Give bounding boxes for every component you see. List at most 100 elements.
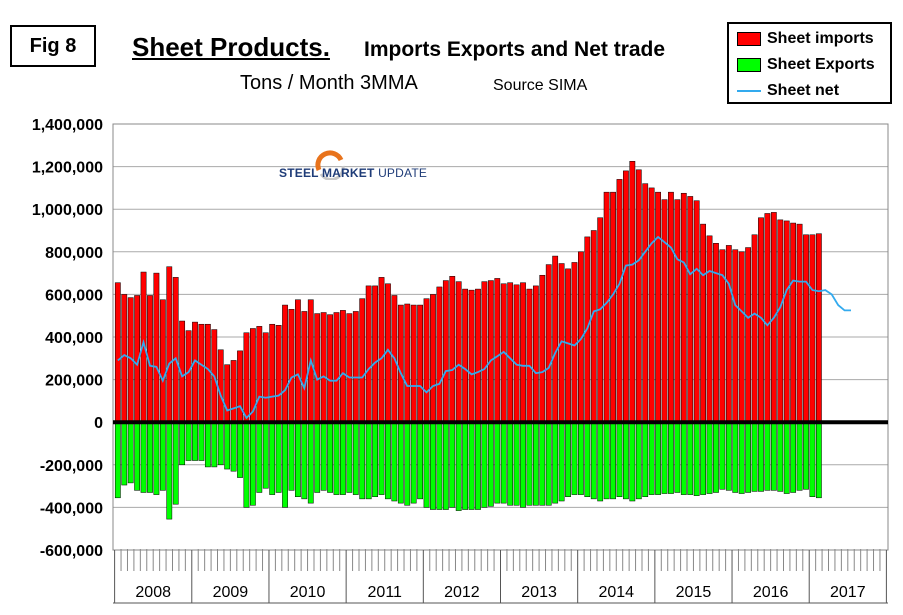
import-bar [809,234,816,423]
import-bar [725,245,732,423]
export-bar [758,421,764,492]
import-bar [243,332,250,423]
import-bar [269,323,276,423]
steel-market-update-logo: STEEL MARKET UPDATE [275,150,435,195]
export-bar [372,421,378,498]
import-bar [365,285,372,423]
import-bar [282,304,288,423]
import-bar [597,217,604,423]
export-bar [269,421,276,495]
y-tick-label: 1,000,000 [32,202,103,219]
export-bar [159,421,166,491]
import-bar [732,249,739,423]
import-bar [430,294,436,423]
import-bar [661,199,668,423]
export-bar [725,421,732,491]
import-bar [552,255,559,423]
y-tick-label: 400,000 [45,330,103,347]
import-bar [494,278,501,423]
chart-subtitle: Tons / Month 3MMA [240,72,418,94]
export-bar [655,421,661,495]
import-bar [777,219,784,423]
logo-text-bold: STEEL MARKET [279,166,375,180]
export-bar [642,421,649,498]
import-bar [571,262,578,423]
import-bar [803,234,809,423]
import-bar [340,310,346,423]
export-bar [256,421,263,493]
export-bar [603,421,610,500]
import-bar [275,325,282,423]
x-year-label: 2016 [753,584,789,601]
export-bar [597,421,604,502]
export-bar [668,421,674,494]
export-bar [809,421,816,498]
import-bar [635,169,642,423]
export-bar [520,421,526,508]
export-bar [693,421,700,496]
import-bar [513,284,520,423]
export-bar [301,421,308,500]
export-bar [494,421,501,504]
export-bar [134,421,141,491]
import-bar [185,330,192,423]
export-bar [249,421,256,506]
x-year-label: 2009 [213,584,249,601]
chart-source: Source SIMA [493,77,588,94]
legend-label-exports: Sheet Exports [767,56,875,73]
export-bar [365,421,372,500]
x-year-label: 2008 [135,584,171,601]
export-bar [462,421,469,510]
import-bar [172,277,179,423]
import-bar [751,234,758,423]
legend-item-imports: Sheet imports [737,30,874,48]
export-bar [410,421,417,504]
import-bar [487,280,494,423]
export-bar [204,421,211,468]
export-bar [217,421,224,466]
export-bar [455,421,462,511]
import-bar [320,312,327,423]
net-line [117,235,851,420]
import-bar [192,321,198,423]
legend-label-net: Sheet net [767,82,840,99]
import-bar [655,191,661,423]
x-year-label: 2014 [598,584,634,601]
y-tick-label: -600,000 [40,543,103,560]
y-tick-label: 1,400,000 [32,117,103,134]
figure-label: Fig 8 [10,25,96,67]
import-bar [442,280,449,423]
y-tick-label: 800,000 [45,245,103,262]
import-bar [565,268,571,423]
export-bar [770,421,777,491]
import-bar [616,179,623,423]
export-bar [783,421,790,494]
export-bar [185,421,192,461]
import-bar [745,247,752,423]
export-bar [166,421,173,520]
export-bar [147,421,153,493]
export-bar [288,421,295,491]
import-bar [198,323,205,423]
export-bar [738,421,745,494]
logo-text-light: UPDATE [374,166,428,180]
import-bar [481,281,488,423]
export-bar [558,421,565,502]
import-bar [378,277,385,423]
export-bar [430,421,436,510]
export-bar [661,421,668,494]
export-bar [346,421,353,493]
export-bar [507,421,514,506]
import-bar [706,235,713,423]
import-bar [224,364,231,423]
import-bar [462,288,469,423]
import-bar [352,311,359,423]
import-bar [121,294,128,423]
chart-title-main: Sheet Products. [132,32,330,62]
import-bar [449,276,456,423]
import-bar [648,187,655,423]
legend-swatch-exports [737,58,761,72]
import-bar [475,288,481,423]
export-bar [192,421,198,461]
export-bar [623,421,629,500]
